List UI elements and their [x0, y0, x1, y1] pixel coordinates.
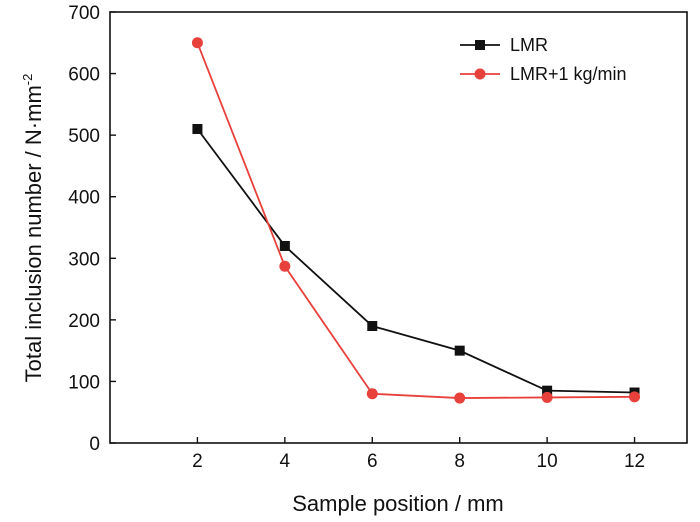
data-point-circle	[541, 391, 553, 403]
series-line-0	[196, 128, 635, 394]
series-group	[191, 37, 641, 404]
y-axis-title-superscript: -2	[20, 74, 35, 86]
y-tick-label: 400	[68, 188, 100, 209]
y-tick-label: 700	[68, 3, 100, 24]
x-tick-label: 10	[537, 451, 558, 472]
y-tick-label: 300	[68, 249, 100, 270]
x-tick-label: 4	[280, 451, 291, 472]
x-tick-label: 12	[624, 451, 645, 472]
y-tick-label: 200	[68, 311, 100, 332]
legend-marker-lmr	[475, 40, 485, 50]
data-point-square	[367, 321, 378, 332]
y-tick-label: 600	[68, 65, 100, 86]
y-tick-label: 0	[89, 434, 100, 455]
data-point-square	[192, 123, 203, 134]
data-point-circle	[191, 37, 203, 49]
data-point-square	[454, 345, 465, 356]
data-point-square	[542, 385, 553, 396]
tick-group: 0 100 200 300 400 500 600 700 2 4 6 8 10 12	[68, 3, 645, 472]
x-tick-label: 8	[454, 451, 465, 472]
data-point-circle	[454, 392, 466, 404]
data-point-circle	[279, 260, 291, 272]
x-axis-title: Sample position / mm	[292, 491, 504, 516]
legend-marker-lmr-1kg	[474, 68, 486, 80]
legend-label-lmr-1kg: LMR+1 kg/min	[510, 64, 627, 84]
series-line-1	[196, 42, 635, 399]
x-tick-label: 2	[192, 451, 203, 472]
data-point-circle	[629, 391, 641, 403]
x-tick-label: 6	[367, 451, 378, 472]
plot-frame	[109, 11, 688, 444]
y-tick-label: 500	[68, 126, 100, 147]
y-axis-title-main: Total inclusion number / N·mm	[21, 85, 46, 382]
legend-label-lmr: LMR	[510, 35, 548, 55]
data-point-square	[279, 240, 290, 251]
y-axis-title: Total inclusion number / N·mm-2	[20, 74, 46, 383]
y-tick-label: 100	[68, 372, 100, 393]
legend: LMR LMR+1 kg/min	[460, 35, 627, 84]
data-point-circle	[366, 388, 378, 400]
